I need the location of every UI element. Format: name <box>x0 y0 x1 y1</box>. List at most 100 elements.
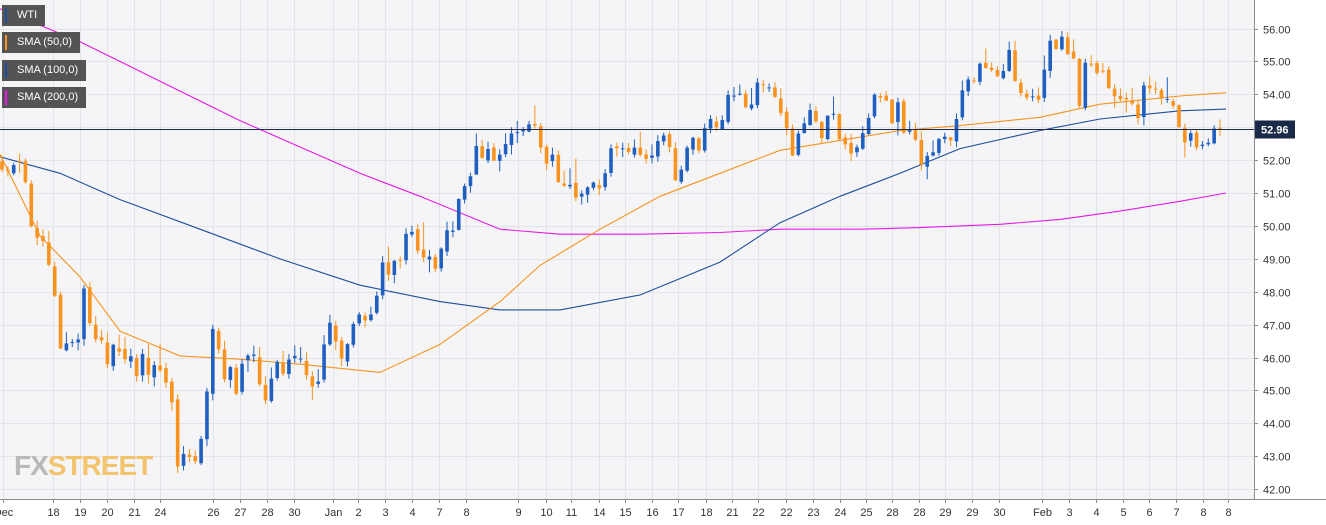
candle-body[interactable] <box>790 128 795 156</box>
candle-body[interactable] <box>779 98 783 114</box>
candle-body[interactable] <box>866 118 871 135</box>
candle-body[interactable] <box>287 359 291 375</box>
candle-body[interactable] <box>820 121 824 139</box>
candle-body[interactable] <box>544 146 549 164</box>
candle-body[interactable] <box>691 137 695 150</box>
candle-body[interactable] <box>82 288 86 340</box>
candle-body[interactable] <box>1171 101 1175 106</box>
candle-body[interactable] <box>474 145 479 175</box>
candle-body[interactable] <box>579 193 584 197</box>
candle-body[interactable] <box>281 362 285 374</box>
candle-body[interactable] <box>415 229 420 251</box>
candle-body[interactable] <box>509 133 514 145</box>
candle-body[interactable] <box>1112 88 1117 97</box>
candle-body[interactable] <box>123 349 127 360</box>
candle-body[interactable] <box>35 227 39 238</box>
candle-body[interactable] <box>1019 82 1023 93</box>
candle-body[interactable] <box>767 87 771 89</box>
candle-body[interactable] <box>304 360 309 376</box>
legend-item-symbol[interactable]: WTI <box>2 5 46 26</box>
candle-body[interactable] <box>292 355 297 359</box>
candle-body[interactable] <box>64 343 69 351</box>
candle-body[interactable] <box>175 399 180 467</box>
candle-body[interactable] <box>989 67 994 70</box>
candle-body[interactable] <box>1194 132 1199 148</box>
candle-body[interactable] <box>954 118 959 142</box>
candle-body[interactable] <box>117 348 121 352</box>
candle-body[interactable] <box>714 121 719 128</box>
candle-body[interactable] <box>140 353 145 376</box>
candle-body[interactable] <box>726 94 730 122</box>
candle-body[interactable] <box>76 339 80 343</box>
candle-body[interactable] <box>322 344 326 380</box>
candle-body[interactable] <box>550 154 555 162</box>
candle-body[interactable] <box>913 130 918 140</box>
candle-body[interactable] <box>574 182 578 198</box>
candle-body[interactable] <box>93 324 98 340</box>
candle-body[interactable] <box>369 314 373 321</box>
candle-body[interactable] <box>205 391 209 440</box>
candle-body[interactable] <box>1188 133 1193 141</box>
candle-body[interactable] <box>480 146 484 158</box>
candle-body[interactable] <box>386 262 391 275</box>
candle-body[interactable] <box>88 287 92 324</box>
candle-body[interactable] <box>257 357 262 385</box>
candle-body[interactable] <box>380 262 385 296</box>
candle-body[interactable] <box>392 260 397 275</box>
candle-body[interactable] <box>1083 62 1088 108</box>
candle-body[interactable] <box>978 63 982 82</box>
candle-body[interactable] <box>1136 104 1140 119</box>
candle-body[interactable] <box>995 69 1000 77</box>
candle-body[interactable] <box>527 124 531 132</box>
candle-body[interactable] <box>597 185 602 189</box>
candle-body[interactable] <box>972 80 976 82</box>
candle-body[interactable] <box>492 147 496 161</box>
candle-body[interactable] <box>872 94 877 117</box>
candle-body[interactable] <box>568 184 572 187</box>
candle-body[interactable] <box>1206 142 1211 145</box>
candle-body[interactable] <box>1118 95 1123 100</box>
candle-body[interactable] <box>58 294 63 349</box>
candle-body[interactable] <box>456 198 461 230</box>
candle-body[interactable] <box>1030 96 1035 98</box>
candle-body[interactable] <box>556 154 561 183</box>
candle-body[interactable] <box>1001 70 1006 79</box>
candle-body[interactable] <box>802 123 807 134</box>
candle-body[interactable] <box>784 111 789 129</box>
candle-body[interactable] <box>451 230 455 232</box>
candle-body[interactable] <box>105 342 110 365</box>
candle-body[interactable] <box>931 152 935 156</box>
candle-body[interactable] <box>6 169 10 172</box>
candle-body[interactable] <box>11 165 16 174</box>
candle-body[interactable] <box>158 365 162 371</box>
candle-body[interactable] <box>246 355 250 361</box>
candle-body[interactable] <box>585 187 590 195</box>
candle-body[interactable] <box>896 102 900 122</box>
candle-body[interactable] <box>1013 50 1017 82</box>
candle-body[interactable] <box>129 356 133 362</box>
candle-body[interactable] <box>901 101 906 133</box>
candle-body[interactable] <box>41 236 45 242</box>
candle-body[interactable] <box>673 148 678 181</box>
candle-body[interactable] <box>152 365 157 378</box>
candle-body[interactable] <box>626 147 631 152</box>
candle-body[interactable] <box>146 357 151 375</box>
candle-body[interactable] <box>966 79 971 92</box>
candle-body[interactable] <box>702 128 707 151</box>
candle-body[interactable] <box>925 155 930 167</box>
candle-body[interactable] <box>164 368 168 383</box>
candle-body[interactable] <box>615 146 619 149</box>
legend-item-sma-200[interactable]: SMA (200,0) <box>2 87 87 108</box>
candle-body[interactable] <box>1130 100 1134 104</box>
candle-body[interactable] <box>533 123 537 126</box>
candle-body[interactable] <box>462 186 467 200</box>
candle-body[interactable] <box>1218 127 1222 129</box>
candle-body[interactable] <box>697 138 701 151</box>
candle-body[interactable] <box>749 104 754 109</box>
candle-body[interactable] <box>591 182 596 188</box>
candle-body[interactable] <box>837 114 842 140</box>
candle-body[interactable] <box>1142 85 1146 118</box>
candle-body[interactable] <box>170 381 174 403</box>
candle-body[interactable] <box>890 99 894 124</box>
